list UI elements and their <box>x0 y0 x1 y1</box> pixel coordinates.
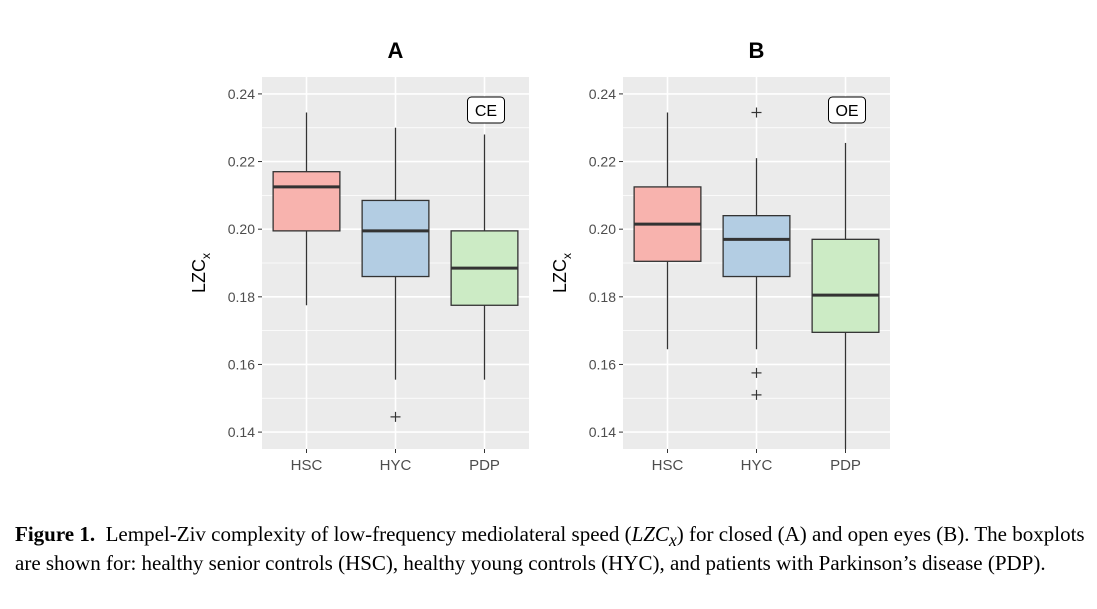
annotation-box <box>467 96 505 124</box>
y-tick-label: 0.16 <box>589 356 616 372</box>
caption-math: LZC <box>631 522 669 546</box>
box-HSC <box>272 112 341 306</box>
y-tick-label: 0.22 <box>589 154 616 170</box>
y-tick-label: 0.20 <box>228 221 255 237</box>
figure-caption: Figure 1. Lempel-Ziv complexity of low-f… <box>15 522 1085 576</box>
y-tick-label: 0.14 <box>589 424 616 440</box>
outlier-point <box>390 411 401 422</box>
box-body <box>272 171 341 232</box>
box-body <box>811 238 880 333</box>
box-HYC <box>361 127 430 422</box>
caption-label: Figure 1. <box>15 522 96 546</box>
x-tick-label: HYC <box>741 457 773 474</box>
y-tick-label: 0.16 <box>228 356 255 372</box>
box-body <box>722 215 791 278</box>
y-axis-label: LZCx <box>189 253 213 293</box>
outlier-point <box>751 389 762 400</box>
x-tick-label: HYC <box>380 457 412 474</box>
x-tick-label: HSC <box>291 457 323 474</box>
box-HSC <box>633 112 702 350</box>
x-tick-label: HSC <box>652 457 684 474</box>
y-tick-label: 0.20 <box>589 221 616 237</box>
box-PDP <box>450 134 519 380</box>
y-tick-label: 0.18 <box>589 289 616 305</box>
caption-text-after: ) for closed (A) and open eyes (B). The … <box>15 522 1085 576</box>
annotation-box <box>828 96 866 124</box>
caption-math-sub: x <box>668 530 677 551</box>
y-tick-label: 0.24 <box>589 86 616 102</box>
y-tick-label: 0.22 <box>228 154 255 170</box>
panel-title: A <box>388 38 404 63</box>
panel-A: 0.14 0.16 0.18 0.20 0.22 0.24 HSC HYC PDP CE A LZCx <box>189 38 529 474</box>
box-HYC <box>722 107 791 400</box>
caption-text-before: Lempel-Ziv complexity of low-frequency m… <box>105 522 632 546</box>
figure-boxplots: 0.14 0.16 0.18 0.20 0.22 0.24 HSC HYC PDP CE A LZCx… <box>189 38 890 474</box>
outlier-point <box>751 367 762 378</box>
x-tick-label: PDP <box>830 457 861 474</box>
y-axis-label: LZCx <box>550 253 574 293</box>
y-tick-label: 0.24 <box>228 86 255 102</box>
panel-B: 0.14 0.16 0.18 0.20 0.22 0.24 HSC HYC PDP OE B LZCx <box>550 38 890 474</box>
annotation-label: OE <box>835 103 858 120</box>
y-tick-label: 0.14 <box>228 424 255 440</box>
box-body <box>361 199 430 278</box>
outlier-point <box>751 107 762 118</box>
x-tick-label: PDP <box>469 457 500 474</box>
annotation-label: CE <box>475 103 497 120</box>
panel-title: B <box>749 38 765 63</box>
box-PDP <box>811 142 880 449</box>
y-tick-label: 0.18 <box>228 289 255 305</box>
